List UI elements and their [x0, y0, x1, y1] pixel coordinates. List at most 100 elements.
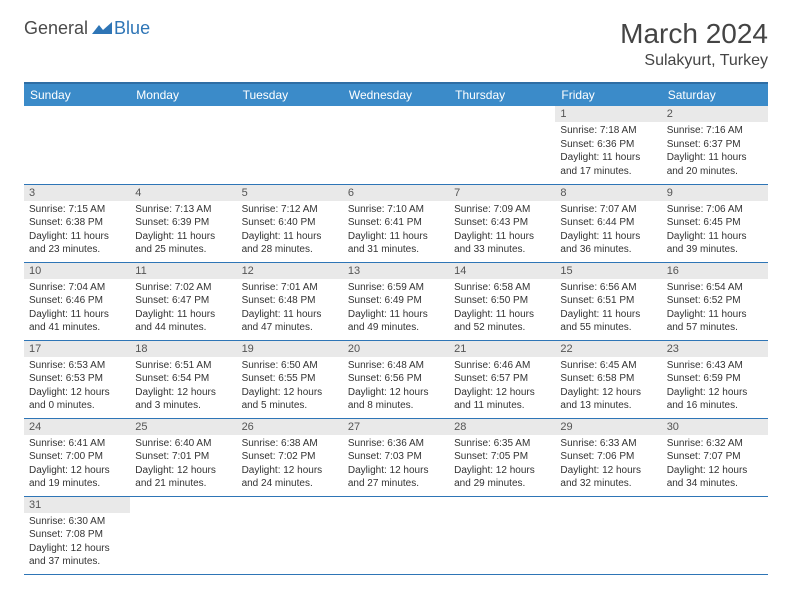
sunrise-line: Sunrise: 7:07 AM — [560, 203, 656, 217]
day-number: 16 — [662, 263, 768, 279]
sunrise-line: Sunrise: 6:32 AM — [667, 437, 763, 451]
weekday-header: Saturday — [662, 83, 768, 106]
sunrise-line: Sunrise: 6:38 AM — [242, 437, 338, 451]
weekday-header: Friday — [555, 83, 661, 106]
daylight-line: Daylight: 12 hours and 27 minutes. — [348, 464, 444, 491]
day-details: Sunrise: 6:50 AMSunset: 6:55 PMDaylight:… — [237, 357, 343, 417]
sunset-line: Sunset: 6:59 PM — [667, 372, 763, 386]
sunset-line: Sunset: 6:58 PM — [560, 372, 656, 386]
sunrise-line: Sunrise: 7:02 AM — [135, 281, 231, 295]
day-details: Sunrise: 6:43 AMSunset: 6:59 PMDaylight:… — [662, 357, 768, 417]
day-number: 27 — [343, 419, 449, 435]
sunrise-line: Sunrise: 6:50 AM — [242, 359, 338, 373]
day-details: Sunrise: 6:56 AMSunset: 6:51 PMDaylight:… — [555, 279, 661, 339]
sunset-line: Sunset: 7:02 PM — [242, 450, 338, 464]
calendar-day-cell: 11Sunrise: 7:02 AMSunset: 6:47 PMDayligh… — [130, 262, 236, 340]
calendar-empty-cell — [24, 106, 130, 184]
daylight-line: Daylight: 11 hours and 28 minutes. — [242, 230, 338, 257]
day-number: 5 — [237, 185, 343, 201]
daylight-line: Daylight: 11 hours and 47 minutes. — [242, 308, 338, 335]
sunrise-line: Sunrise: 6:41 AM — [29, 437, 125, 451]
weekday-header: Wednesday — [343, 83, 449, 106]
daylight-line: Daylight: 12 hours and 8 minutes. — [348, 386, 444, 413]
calendar-day-cell: 21Sunrise: 6:46 AMSunset: 6:57 PMDayligh… — [449, 340, 555, 418]
daylight-line: Daylight: 12 hours and 29 minutes. — [454, 464, 550, 491]
weekday-header-row: Sunday Monday Tuesday Wednesday Thursday… — [24, 83, 768, 106]
daylight-line: Daylight: 12 hours and 19 minutes. — [29, 464, 125, 491]
sunrise-line: Sunrise: 6:56 AM — [560, 281, 656, 295]
sunrise-line: Sunrise: 6:51 AM — [135, 359, 231, 373]
day-number: 7 — [449, 185, 555, 201]
day-details: Sunrise: 6:40 AMSunset: 7:01 PMDaylight:… — [130, 435, 236, 495]
day-number: 22 — [555, 341, 661, 357]
calendar-empty-cell — [130, 106, 236, 184]
calendar-empty-cell — [343, 106, 449, 184]
daylight-line: Daylight: 11 hours and 25 minutes. — [135, 230, 231, 257]
day-details: Sunrise: 7:01 AMSunset: 6:48 PMDaylight:… — [237, 279, 343, 339]
calendar-row: 1Sunrise: 7:18 AMSunset: 6:36 PMDaylight… — [24, 106, 768, 184]
calendar-day-cell: 25Sunrise: 6:40 AMSunset: 7:01 PMDayligh… — [130, 418, 236, 496]
daylight-line: Daylight: 11 hours and 49 minutes. — [348, 308, 444, 335]
sunset-line: Sunset: 7:08 PM — [29, 528, 125, 542]
month-title: March 2024 — [620, 18, 768, 50]
sunrise-line: Sunrise: 6:46 AM — [454, 359, 550, 373]
day-details: Sunrise: 6:30 AMSunset: 7:08 PMDaylight:… — [24, 513, 130, 573]
sunset-line: Sunset: 6:40 PM — [242, 216, 338, 230]
location: Sulakyurt, Turkey — [620, 52, 768, 70]
header: General Blue March 2024 Sulakyurt, Turke… — [24, 18, 768, 70]
daylight-line: Daylight: 12 hours and 34 minutes. — [667, 464, 763, 491]
calendar-day-cell: 18Sunrise: 6:51 AMSunset: 6:54 PMDayligh… — [130, 340, 236, 418]
calendar-day-cell: 7Sunrise: 7:09 AMSunset: 6:43 PMDaylight… — [449, 184, 555, 262]
calendar-row: 17Sunrise: 6:53 AMSunset: 6:53 PMDayligh… — [24, 340, 768, 418]
calendar-day-cell: 1Sunrise: 7:18 AMSunset: 6:36 PMDaylight… — [555, 106, 661, 184]
day-details: Sunrise: 6:32 AMSunset: 7:07 PMDaylight:… — [662, 435, 768, 495]
daylight-line: Daylight: 12 hours and 11 minutes. — [454, 386, 550, 413]
calendar-day-cell: 4Sunrise: 7:13 AMSunset: 6:39 PMDaylight… — [130, 184, 236, 262]
day-details: Sunrise: 7:13 AMSunset: 6:39 PMDaylight:… — [130, 201, 236, 261]
sunset-line: Sunset: 7:05 PM — [454, 450, 550, 464]
calendar-day-cell: 26Sunrise: 6:38 AMSunset: 7:02 PMDayligh… — [237, 418, 343, 496]
daylight-line: Daylight: 11 hours and 20 minutes. — [667, 151, 763, 178]
calendar-day-cell: 2Sunrise: 7:16 AMSunset: 6:37 PMDaylight… — [662, 106, 768, 184]
sunset-line: Sunset: 6:44 PM — [560, 216, 656, 230]
daylight-line: Daylight: 11 hours and 52 minutes. — [454, 308, 550, 335]
calendar-day-cell: 3Sunrise: 7:15 AMSunset: 6:38 PMDaylight… — [24, 184, 130, 262]
day-details: Sunrise: 7:10 AMSunset: 6:41 PMDaylight:… — [343, 201, 449, 261]
daylight-line: Daylight: 12 hours and 32 minutes. — [560, 464, 656, 491]
day-details: Sunrise: 6:41 AMSunset: 7:00 PMDaylight:… — [24, 435, 130, 495]
day-number: 8 — [555, 185, 661, 201]
calendar-day-cell: 14Sunrise: 6:58 AMSunset: 6:50 PMDayligh… — [449, 262, 555, 340]
sunset-line: Sunset: 6:46 PM — [29, 294, 125, 308]
logo: General Blue — [24, 18, 150, 39]
day-number: 25 — [130, 419, 236, 435]
daylight-line: Daylight: 11 hours and 31 minutes. — [348, 230, 444, 257]
day-details: Sunrise: 7:15 AMSunset: 6:38 PMDaylight:… — [24, 201, 130, 261]
day-number: 14 — [449, 263, 555, 279]
sunset-line: Sunset: 6:53 PM — [29, 372, 125, 386]
day-details: Sunrise: 7:04 AMSunset: 6:46 PMDaylight:… — [24, 279, 130, 339]
calendar-day-cell: 28Sunrise: 6:35 AMSunset: 7:05 PMDayligh… — [449, 418, 555, 496]
sunset-line: Sunset: 6:36 PM — [560, 138, 656, 152]
calendar-row: 31Sunrise: 6:30 AMSunset: 7:08 PMDayligh… — [24, 496, 768, 574]
calendar-empty-cell — [662, 496, 768, 574]
calendar-day-cell: 17Sunrise: 6:53 AMSunset: 6:53 PMDayligh… — [24, 340, 130, 418]
calendar-day-cell: 9Sunrise: 7:06 AMSunset: 6:45 PMDaylight… — [662, 184, 768, 262]
calendar-empty-cell — [237, 496, 343, 574]
day-details: Sunrise: 6:36 AMSunset: 7:03 PMDaylight:… — [343, 435, 449, 495]
day-details: Sunrise: 6:58 AMSunset: 6:50 PMDaylight:… — [449, 279, 555, 339]
sunrise-line: Sunrise: 7:12 AM — [242, 203, 338, 217]
day-number: 23 — [662, 341, 768, 357]
sunrise-line: Sunrise: 6:33 AM — [560, 437, 656, 451]
day-number: 26 — [237, 419, 343, 435]
sunrise-line: Sunrise: 7:18 AM — [560, 124, 656, 138]
weekday-header: Monday — [130, 83, 236, 106]
calendar-day-cell: 19Sunrise: 6:50 AMSunset: 6:55 PMDayligh… — [237, 340, 343, 418]
day-details: Sunrise: 7:16 AMSunset: 6:37 PMDaylight:… — [662, 122, 768, 182]
daylight-line: Daylight: 12 hours and 16 minutes. — [667, 386, 763, 413]
sunset-line: Sunset: 7:00 PM — [29, 450, 125, 464]
sunset-line: Sunset: 6:38 PM — [29, 216, 125, 230]
sunset-line: Sunset: 6:56 PM — [348, 372, 444, 386]
calendar-day-cell: 5 Sunrise: 7:12 AMSunset: 6:40 PMDaylight… — [237, 184, 343, 262]
daylight-line: Daylight: 12 hours and 13 minutes. — [560, 386, 656, 413]
day-details: Sunrise: 6:35 AMSunset: 7:05 PMDaylight:… — [449, 435, 555, 495]
